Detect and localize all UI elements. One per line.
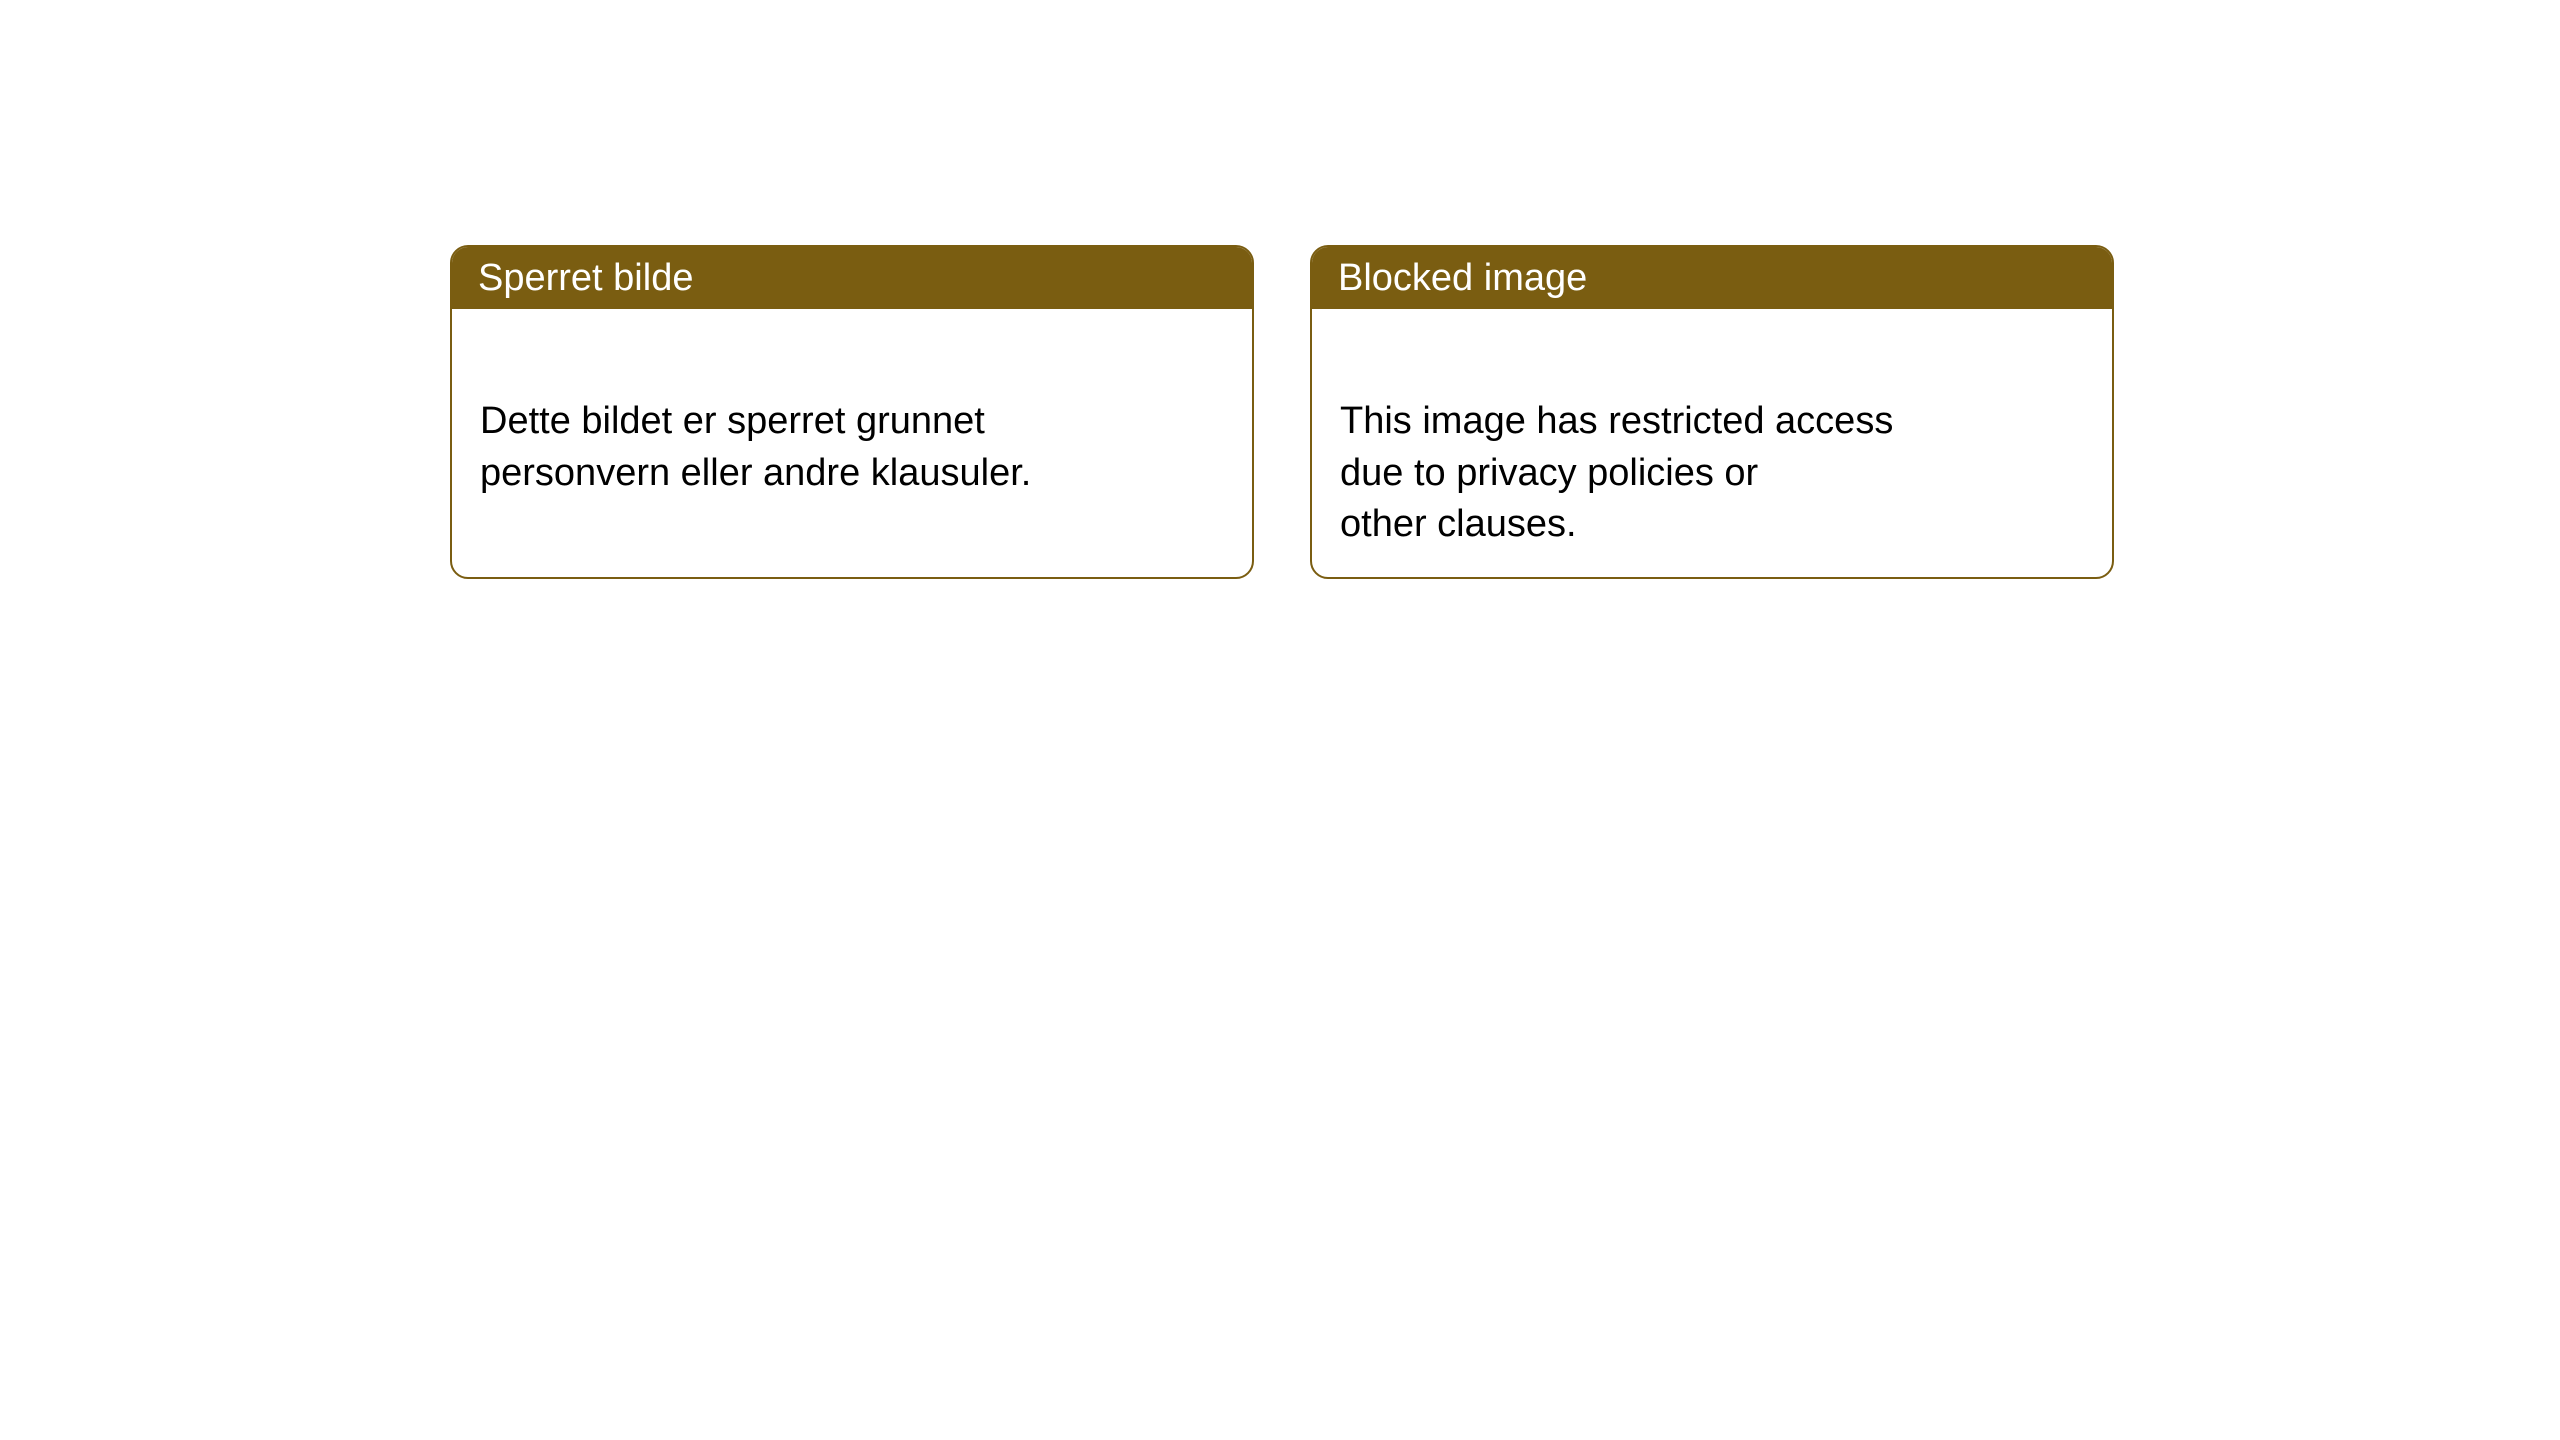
notice-card-body: Dette bildet er sperret grunnet personve… (452, 309, 1252, 535)
notice-card-body: This image has restricted access due to … (1312, 309, 2112, 579)
notice-card-norwegian: Sperret bilde Dette bildet er sperret gr… (450, 245, 1254, 579)
notice-card-title: Sperret bilde (478, 257, 693, 300)
notice-card-header: Blocked image (1312, 247, 2112, 309)
notice-card-text: This image has restricted access due to … (1340, 400, 1893, 545)
notice-card-english: Blocked image This image has restricted … (1310, 245, 2114, 579)
notice-card-header: Sperret bilde (452, 247, 1252, 309)
notice-card-text: Dette bildet er sperret grunnet personve… (480, 400, 1031, 493)
notice-cards-container: Sperret bilde Dette bildet er sperret gr… (450, 245, 2114, 579)
notice-card-title: Blocked image (1338, 257, 1587, 300)
